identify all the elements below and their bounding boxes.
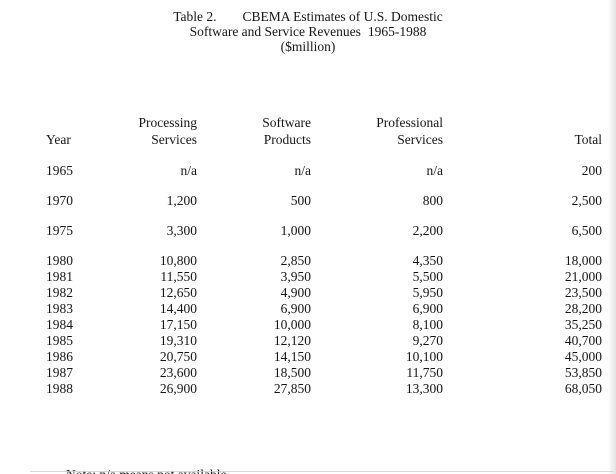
- value-cell: 11,750: [406, 365, 443, 380]
- value-cell: 18,000: [564, 253, 602, 268]
- value-cell: 12,650: [159, 285, 197, 300]
- value-cell: 200: [581, 163, 602, 178]
- value-cell: 27,850: [273, 381, 311, 396]
- year-cell: 1981: [46, 269, 73, 284]
- value-cell: 6,500: [571, 223, 602, 238]
- year-cell: 1983: [46, 301, 73, 316]
- value-cell: 2,500: [571, 193, 602, 208]
- table-row: 1987 23,600 18,500 11,750 53,850: [46, 364, 602, 380]
- value-cell: 35,250: [564, 317, 602, 332]
- value-cell: 5,950: [412, 285, 443, 300]
- scan-edge-artifact: [608, 0, 616, 474]
- value-cell: 23,600: [159, 365, 197, 380]
- column-header-year: Year: [46, 132, 71, 147]
- table-row: 1981 11,550 3,950 5,500 21,000: [46, 268, 602, 284]
- value-cell: 40,700: [564, 333, 602, 348]
- value-cell: n/a: [294, 163, 312, 178]
- column-header-total: Total: [574, 132, 602, 147]
- year-cell: 1985: [46, 333, 73, 348]
- revenue-table: Year Processing Services Software Produc…: [46, 112, 602, 396]
- table-header: Year Processing Services Software Produc…: [46, 112, 602, 148]
- value-cell: 17,150: [159, 317, 197, 332]
- value-cell: n/a: [180, 163, 198, 178]
- value-cell: 68,050: [564, 381, 602, 396]
- column-header-processing-services: Processing Services: [138, 115, 198, 147]
- value-cell: 11,550: [160, 269, 197, 284]
- title-year-range: 1965-1988: [367, 24, 427, 39]
- value-cell: 6,900: [412, 301, 443, 316]
- value-cell: 18,500: [273, 365, 311, 380]
- year-cell: 1970: [46, 193, 73, 208]
- value-cell: 1,000: [280, 223, 311, 238]
- value-cell: 28,200: [564, 301, 602, 316]
- table-row: 1986 20,750 14,150 10,100 45,000: [46, 348, 602, 364]
- value-cell: 13,300: [405, 381, 443, 396]
- value-cell: 2,200: [412, 223, 443, 238]
- value-cell: 9,270: [412, 333, 443, 348]
- table-row: 1985 19,310 12,120 9,270 40,700: [46, 332, 602, 348]
- value-cell: 14,400: [159, 301, 197, 316]
- title-line-2: Software and Service Revenues 1965-1988: [0, 24, 616, 39]
- value-cell: 12,120: [273, 333, 311, 348]
- value-cell: 14,150: [273, 349, 311, 364]
- value-cell: 3,950: [280, 269, 311, 284]
- value-cell: 1,200: [166, 193, 197, 208]
- year-cell: 1982: [46, 285, 73, 300]
- table-row: 1983 14,400 6,900 6,900 28,200: [46, 300, 602, 316]
- value-cell: 21,000: [564, 269, 602, 284]
- value-cell: 53,850: [564, 365, 602, 380]
- table-row: 1965 n/a n/a n/a 200: [46, 148, 602, 178]
- year-cell: 1988: [46, 381, 73, 396]
- value-cell: 2,850: [280, 253, 311, 268]
- table-number-label: Table 2.: [173, 9, 217, 24]
- year-cell: 1965: [46, 163, 73, 178]
- value-cell: 26,900: [159, 381, 197, 396]
- header-row: Year Processing Services Software Produc…: [46, 112, 602, 148]
- table-row: 1970 1,200 500 800 2,500: [46, 178, 602, 208]
- title-unit-label: ($million): [280, 39, 336, 54]
- value-cell: 6,900: [280, 301, 311, 316]
- table-notes: Note: n/a means not available Source: As…: [66, 435, 343, 474]
- value-cell: 19,310: [159, 333, 197, 348]
- title-subtitle: Software and Service Revenues: [189, 24, 361, 39]
- value-cell: 800: [422, 193, 443, 208]
- table-row: 1982 12,650 4,900 5,950 23,500: [46, 284, 602, 300]
- value-cell: 3,300: [166, 223, 197, 238]
- year-cell: 1987: [46, 365, 73, 380]
- scan-line-artifact: [30, 471, 613, 472]
- year-cell: 1980: [46, 253, 73, 268]
- table-title: Table 2. CBEMA Estimates of U.S. Domestic…: [0, 9, 616, 54]
- column-header-software-products: Software Products: [262, 115, 311, 147]
- value-cell: 23,500: [564, 285, 602, 300]
- table-row: 1984 17,150 10,000 8,100 35,250: [46, 316, 602, 332]
- title-text: CBEMA Estimates of U.S. Domestic: [242, 9, 443, 24]
- value-cell: 20,750: [159, 349, 197, 364]
- value-cell: 45,000: [564, 349, 602, 364]
- year-cell: 1975: [46, 223, 73, 238]
- year-cell: 1986: [46, 349, 73, 364]
- table-row: 1980 10,800 2,850 4,350 18,000: [46, 238, 602, 268]
- value-cell: 8,100: [412, 317, 443, 332]
- title-line-1: Table 2. CBEMA Estimates of U.S. Domestic: [0, 9, 616, 24]
- note-line: Note: n/a means not available: [66, 467, 343, 474]
- value-cell: 10,800: [159, 253, 197, 268]
- value-cell: 500: [290, 193, 311, 208]
- value-cell: n/a: [426, 163, 444, 178]
- value-cell: 4,350: [412, 253, 443, 268]
- value-cell: 10,100: [405, 349, 443, 364]
- value-cell: 4,900: [280, 285, 311, 300]
- column-header-professional-services: Professional Services: [376, 115, 443, 147]
- year-cell: 1984: [46, 317, 73, 332]
- value-cell: 10,000: [273, 317, 311, 332]
- value-cell: 5,500: [412, 269, 443, 284]
- table-row: 1988 26,900 27,850 13,300 68,050: [46, 380, 602, 396]
- table-body: 1965 n/a n/a n/a 200 1970 1,200 500 800 2,500 1975…: [46, 148, 602, 396]
- table-row: 1975 3,300 1,000 2,200 6,500: [46, 208, 602, 238]
